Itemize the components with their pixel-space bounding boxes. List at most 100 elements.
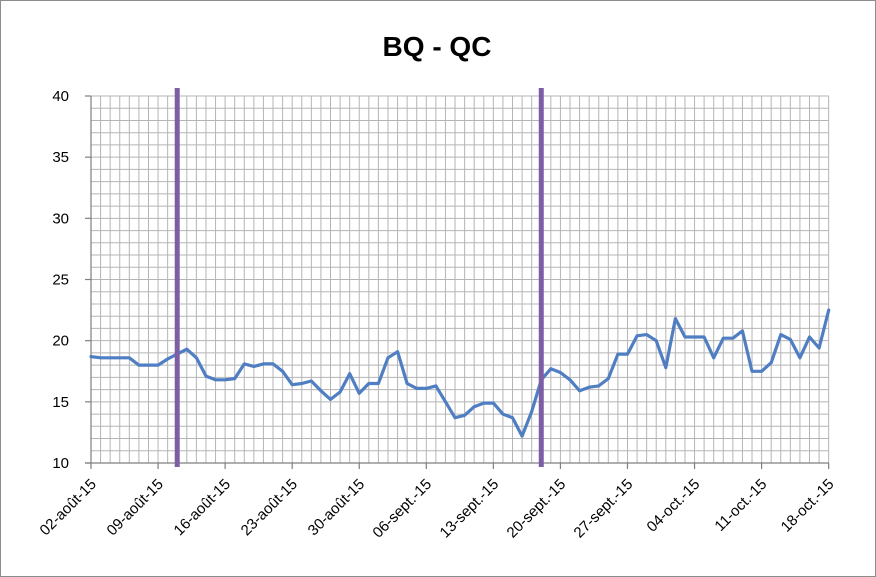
data-point [568,378,572,382]
data-point [252,365,256,368]
data-point [606,377,610,380]
data-point [817,346,821,350]
data-point [271,362,275,366]
data-point [798,356,802,360]
data-point [587,385,591,389]
data-point [396,350,399,354]
data-point [645,333,648,336]
data-point [415,387,419,390]
data-point [242,362,246,366]
data-point [195,356,198,360]
data-point [693,335,696,339]
data-point [166,357,170,361]
data-point [472,405,476,409]
data-point [463,413,466,417]
data-point [233,377,237,380]
data-point [635,334,639,338]
data-point [89,355,93,358]
data-point [444,400,447,404]
data-point [769,361,773,365]
data-point [712,356,716,360]
data-point [788,338,792,341]
data-point [204,374,208,378]
data-point [482,401,486,405]
data-point [309,379,313,383]
y-axis-ticks: 10 15 20 25 30 35 40 [52,88,91,472]
data-point [377,382,380,385]
data-point [683,335,687,339]
data-point [367,382,371,385]
data-point [386,356,390,360]
data-point [329,398,332,401]
data-point [405,382,409,385]
data-point [741,329,744,333]
data-point [281,369,284,373]
y-tick-label: 20 [52,333,69,350]
marker-layer [174,88,544,467]
data-point [549,367,553,371]
data-point [348,372,352,376]
data-point [338,390,342,394]
data-point [760,369,763,373]
x-tick-label: 06-sept.-15 [369,476,435,542]
x-tick-label: 27-sept.-15 [571,476,637,542]
data-point [731,336,735,340]
y-tick-label: 40 [52,88,69,105]
data-point [453,416,457,420]
data-point [127,356,131,360]
x-axis-ticks: 02-août-15 09-août-15 16-août-15 23-août-15… [36,463,837,541]
data-point [597,384,601,388]
data-point [779,333,783,336]
data-point [108,356,112,360]
y-tick-label: 30 [52,210,69,227]
data-point [501,412,505,416]
data-point [626,352,629,356]
y-tick-label: 35 [52,149,69,166]
x-tick-label: 02-août-15 [36,476,99,539]
data-point [664,366,668,369]
data-point [424,387,428,390]
data-point [357,391,361,395]
data-point [492,401,495,405]
data-point [99,356,102,360]
data-point [214,378,217,382]
data-point [434,384,438,388]
x-tick-label: 18-oct.-15 [778,476,838,536]
data-point [319,389,323,393]
data-point [578,389,581,393]
data-point [674,317,677,320]
data-point [721,336,725,340]
x-tick-label: 30-août-15 [305,476,368,539]
y-tick-label: 10 [52,455,69,472]
grid [90,95,830,464]
data-point [559,371,562,374]
data-point [654,339,658,343]
y-tick-label: 25 [52,272,69,289]
data-point [750,369,754,373]
data-point [137,363,141,367]
data-point [147,363,150,367]
x-tick-label: 04-oct.-15 [644,476,704,536]
data-point [290,383,294,387]
data-point [616,352,620,356]
data-point [262,362,265,366]
x-tick-label: 11-oct.-15 [711,476,770,535]
data-point [827,308,831,312]
x-tick-label: 23-août-15 [238,476,301,539]
data-point [511,416,514,420]
x-tick-label: 20-sept.-15 [504,476,570,542]
data-point [520,434,524,438]
chart-title: BQ - QC [383,31,492,62]
x-tick-label: 16-août-15 [171,476,234,539]
data-point [118,356,122,360]
data-point [156,363,160,367]
data-point [223,378,227,382]
x-tick-label: 09-août-15 [104,476,167,539]
data-point [300,382,304,385]
data-point [702,335,706,339]
series-line [89,308,831,438]
y-tick-label: 15 [52,394,69,411]
series-layer [89,308,831,438]
data-point [530,410,534,413]
